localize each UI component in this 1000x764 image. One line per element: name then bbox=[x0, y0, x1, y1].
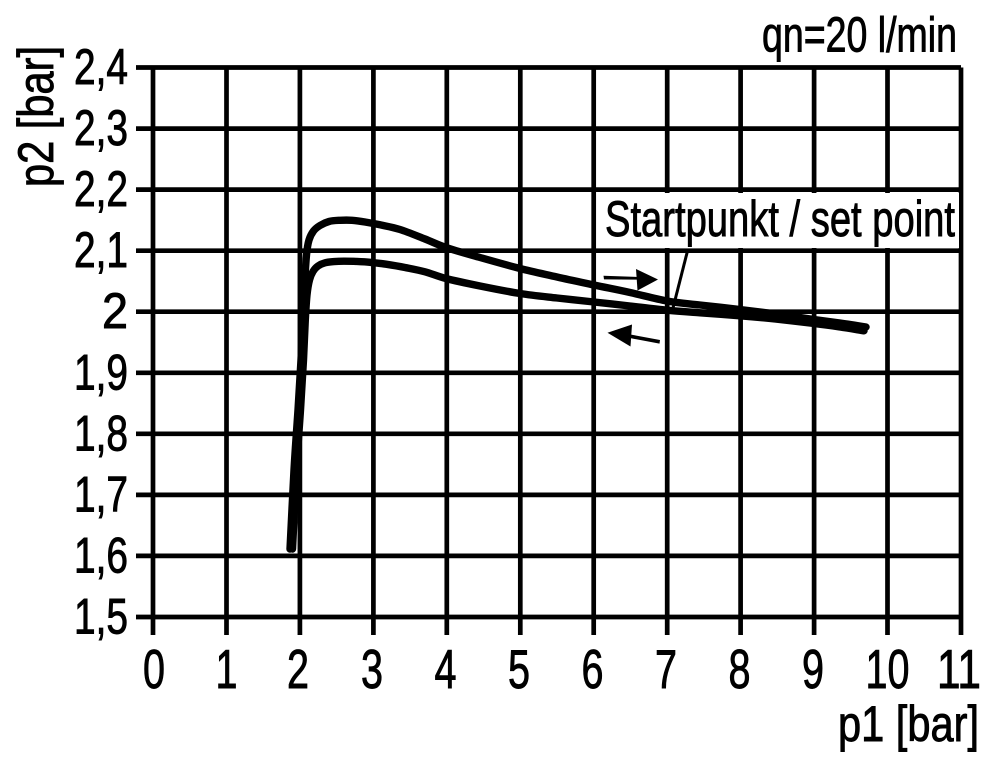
svg-text:6: 6 bbox=[582, 638, 604, 700]
svg-text:1,8: 1,8 bbox=[74, 405, 128, 461]
svg-text:qn=20 l/min: qn=20 l/min bbox=[762, 9, 957, 63]
svg-text:2: 2 bbox=[287, 638, 309, 700]
svg-text:p2 [bar]: p2 [bar] bbox=[8, 46, 64, 187]
svg-text:8: 8 bbox=[729, 638, 751, 700]
svg-text:4: 4 bbox=[435, 638, 457, 700]
svg-text:2: 2 bbox=[102, 283, 128, 339]
svg-text:Startpunkt / set point: Startpunkt / set point bbox=[605, 191, 955, 247]
svg-text:1,5: 1,5 bbox=[74, 589, 128, 645]
svg-text:3: 3 bbox=[361, 638, 383, 700]
svg-text:1: 1 bbox=[216, 638, 238, 700]
svg-text:1,7: 1,7 bbox=[74, 466, 128, 522]
svg-text:7: 7 bbox=[655, 638, 677, 700]
svg-text:2,2: 2,2 bbox=[74, 161, 128, 217]
svg-text:2,1: 2,1 bbox=[74, 222, 128, 278]
svg-text:0: 0 bbox=[143, 638, 165, 700]
svg-text:10: 10 bbox=[866, 638, 910, 700]
svg-text:1,9: 1,9 bbox=[74, 344, 128, 400]
svg-text:9: 9 bbox=[802, 638, 824, 700]
svg-text:2,4: 2,4 bbox=[74, 39, 128, 95]
svg-text:1,6: 1,6 bbox=[74, 527, 128, 583]
svg-text:2,3: 2,3 bbox=[74, 100, 128, 156]
svg-text:p1 [bar]: p1 [bar] bbox=[838, 696, 979, 752]
svg-text:5: 5 bbox=[508, 638, 530, 700]
svg-text:11: 11 bbox=[937, 638, 981, 700]
